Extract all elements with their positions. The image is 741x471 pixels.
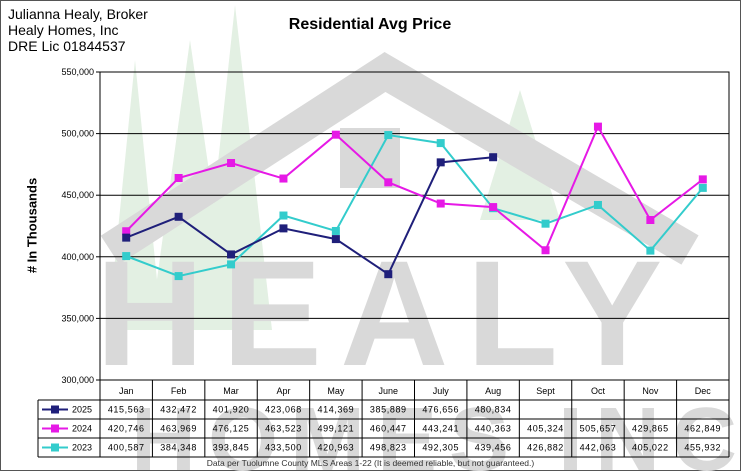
data-label: 401,920 [213,405,250,415]
y-tick-label: 350,000 [61,313,94,323]
data-point [698,183,707,192]
data-point [541,219,550,228]
data-label: 476,656 [422,405,459,415]
x-tick-label: Nov [642,386,659,396]
legend-label: 2024 [72,424,92,434]
y-tick-label: 500,000 [61,129,94,139]
x-tick-label: Mar [223,386,239,396]
broker-info: Julianna Healy, Broker Healy Homes, Inc … [8,6,148,54]
x-tick-label: Oct [591,386,606,396]
data-point [489,203,498,212]
data-label: 505,657 [580,424,617,434]
data-point [122,227,131,236]
data-label: 463,523 [265,424,302,434]
data-point [384,270,393,279]
series-line [125,156,494,276]
data-label: 443,241 [422,424,459,434]
data-point [279,224,288,233]
data-point [436,139,445,148]
data-label: 463,969 [160,424,197,434]
data-label: 420,746 [108,424,145,434]
data-label: 433,500 [265,443,302,453]
data-label: 415,563 [108,405,145,415]
legend-marker [51,424,59,433]
data-point [646,216,655,225]
data-point [593,122,602,131]
data-label: 492,305 [422,443,459,453]
data-label: 499,121 [318,424,355,434]
data-point [646,246,655,255]
data-point [489,153,498,162]
x-tick-label: May [327,386,345,396]
legend-label: 2023 [72,443,92,453]
y-tick-label: 550,000 [61,67,94,77]
legend-label: 2025 [72,405,92,415]
data-label: 423,068 [265,405,302,415]
data-point [331,235,340,244]
data-label: 393,845 [213,443,250,453]
data-label: 414,369 [318,405,355,415]
x-tick-label: June [379,386,399,396]
x-tick-label: Feb [171,386,187,396]
data-point [174,173,183,182]
data-point [122,233,131,242]
data-label: 420,963 [318,443,355,453]
data-point [279,211,288,220]
data-point [174,272,183,281]
x-tick-label: Jan [119,386,134,396]
legend-marker [51,405,59,414]
data-label: 426,882 [527,443,564,453]
data-label: 460,447 [370,424,407,434]
data-point [174,212,183,221]
x-tick-label: Apr [276,386,290,396]
data-label: 405,324 [527,424,564,434]
y-tick-label: 300,000 [61,375,94,385]
data-point [541,246,550,255]
x-tick-label: July [433,386,450,396]
series-line [125,133,704,278]
data-label: 462,849 [684,424,721,434]
license-number: DRE Lic 01844537 [8,38,126,54]
company-name: Healy Homes, Inc [8,22,119,38]
data-point [331,130,340,139]
data-point [436,158,445,167]
x-tick-label: Sept [536,386,555,396]
broker-name: Julianna Healy, Broker [8,6,148,22]
data-point [279,174,288,183]
data-label: 400,587 [108,443,145,453]
data-point [227,250,236,259]
data-point [122,252,131,261]
chart-title: Residential Avg Price [288,16,452,33]
data-label: 385,889 [370,405,407,415]
data-label: 455,932 [684,443,721,453]
data-label: 429,865 [632,424,669,434]
data-point [227,260,236,269]
data-point [436,199,445,208]
data-point [698,175,707,184]
series-line [125,124,704,252]
footnote: Data per Tuolumne County MLS Areas 1-22 … [206,458,535,468]
data-label: 439,456 [475,443,512,453]
data-label: 384,348 [160,443,197,453]
data-label: 442,063 [580,443,617,453]
data-label: 476,125 [213,424,250,434]
data-point [384,131,393,140]
y-tick-label: 400,000 [61,252,94,262]
data-point [593,200,602,209]
data-label: 440,363 [475,424,512,434]
y-tick-label: 450,000 [61,190,94,200]
x-tick-label: Dec [695,386,712,396]
legend-marker [51,443,59,452]
data-point [331,226,340,235]
data-point [384,178,393,187]
watermark-text: HEALY [96,229,681,397]
data-label: 405,022 [632,443,669,453]
data-label: 432,472 [160,405,197,415]
data-point [227,159,236,168]
data-label: 498,823 [370,443,407,453]
x-tick-label: Aug [485,386,501,396]
data-label: 480,834 [475,405,512,415]
